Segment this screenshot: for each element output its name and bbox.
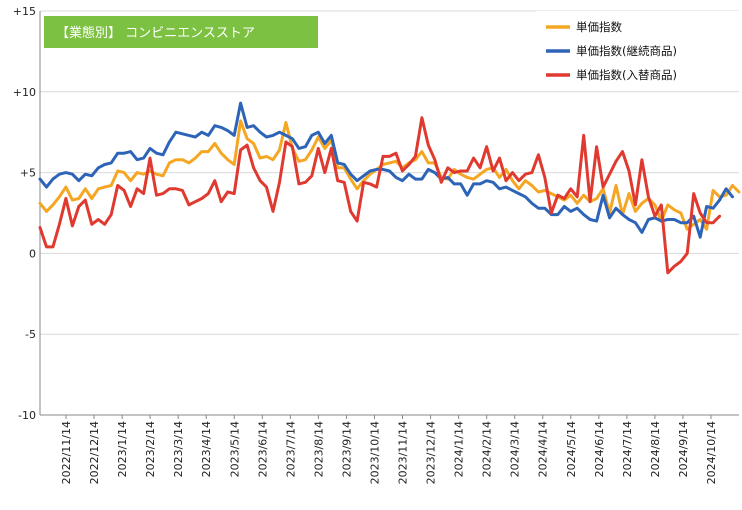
x-tick-label: 2023/6/14 <box>256 421 269 477</box>
x-tick-label: 2024/5/14 <box>565 421 578 477</box>
x-tick-label: 2024/8/14 <box>649 421 662 477</box>
y-tick-label: -10 <box>18 409 36 422</box>
y-tick-label: 0 <box>29 247 36 260</box>
chart-title: 【業態別】 コンビニエンスストア <box>56 25 255 41</box>
x-tick-label: 2023/7/14 <box>284 421 297 477</box>
legend-label-2: 単価指数(継続商品) <box>576 44 677 58</box>
series-line-3 <box>38 116 722 275</box>
chart-title-box: 【業態別】 コンビニエンスストア <box>44 16 318 48</box>
x-tick-label: 2023/5/14 <box>228 421 241 477</box>
x-tick-label: 2022/12/14 <box>88 421 101 484</box>
x-tick-label: 2023/4/14 <box>200 421 213 477</box>
x-tick-label: 2023/8/14 <box>312 421 325 477</box>
x-tick-label: 2024/10/14 <box>705 421 718 484</box>
x-tick-label: 2024/2/14 <box>481 421 494 477</box>
series-line-2 <box>38 101 734 239</box>
x-tick-label: 2024/7/14 <box>621 421 634 477</box>
x-tick-label: 2023/2/14 <box>144 421 157 477</box>
x-tick-label: 2023/1/14 <box>116 421 129 477</box>
series-layer <box>38 101 741 275</box>
chart-title-background <box>44 16 318 48</box>
x-tick-label: 2024/4/14 <box>537 421 550 477</box>
x-axis: 2022/11/14 2022/12/14 2023/1/14 2023/2/14 20… <box>60 415 718 484</box>
y-tick-label: +5 <box>20 167 36 180</box>
legend-label-1: 単価指数 <box>576 20 622 34</box>
x-tick-label: 2024/3/14 <box>509 421 522 477</box>
x-tick-label: 2024/6/14 <box>593 421 606 477</box>
x-tick-label: 2024/9/14 <box>677 421 690 477</box>
x-tick-label: 2023/3/14 <box>172 421 185 477</box>
x-tick-label: 2023/9/14 <box>340 421 353 477</box>
y-axis: +15 +10 +5 0 -5 -10 <box>13 5 739 422</box>
legend-label-3: 単価指数(入替商品) <box>576 68 677 82</box>
x-tick-label: 2022/11/14 <box>60 421 73 484</box>
x-tick-label: 2023/10/14 <box>368 421 381 484</box>
y-tick-label: +10 <box>13 86 36 99</box>
x-tick-label: 2023/11/14 <box>397 421 410 484</box>
x-tick-label: 2024/1/14 <box>453 421 466 477</box>
x-tick-label: 2023/12/14 <box>425 421 438 484</box>
y-tick-label: -5 <box>25 328 36 341</box>
y-tick-label: +15 <box>13 5 36 18</box>
